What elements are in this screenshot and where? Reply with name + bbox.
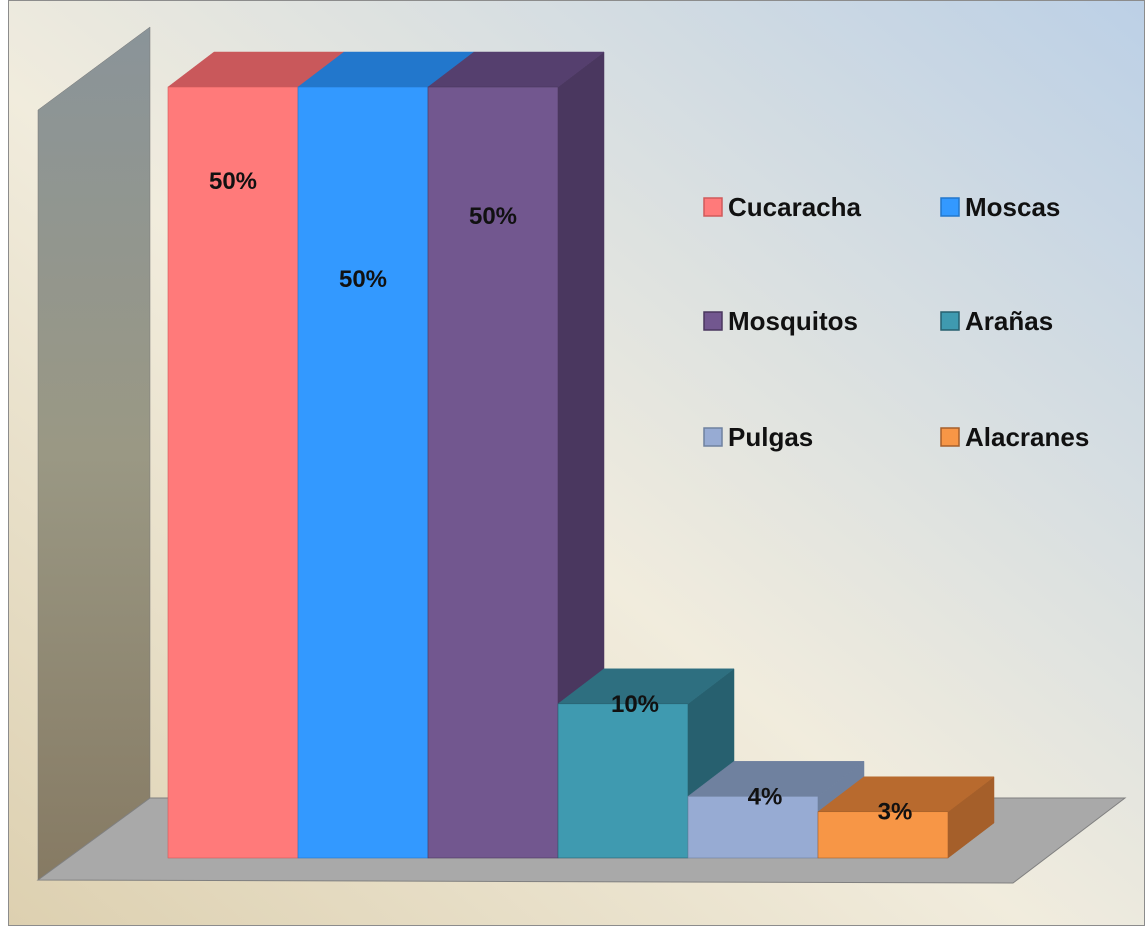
- legend-swatch: [703, 197, 723, 217]
- legend-swatch: [703, 311, 723, 331]
- legend-item: Cucaracha: [703, 192, 861, 222]
- legend-item: Moscas: [940, 192, 1060, 222]
- data-label: 4%: [748, 783, 783, 810]
- bar-front: [297, 86, 429, 859]
- data-label: 50%: [469, 203, 517, 230]
- bar-front: [427, 86, 559, 859]
- bars-group: 50% 50% 50% 10% 4% 3%: [167, 51, 995, 859]
- legend-label: Pulgas: [728, 422, 813, 452]
- data-label: 50%: [209, 168, 257, 195]
- data-label: 50%: [339, 266, 387, 293]
- legend-item: Alacranes: [940, 422, 1089, 452]
- legend-swatch: [940, 427, 960, 447]
- bar-front: [817, 811, 949, 859]
- legend-label: Arañas: [965, 306, 1053, 336]
- data-label: 3%: [878, 799, 913, 826]
- legend: Cucaracha Moscas Mosquitos Arañas Pulgas Alac…: [703, 192, 1089, 452]
- bar-mosquitos: [427, 51, 605, 859]
- legend-item: Pulgas: [703, 422, 813, 452]
- legend-swatch: [703, 427, 723, 447]
- legend-item: Mosquitos: [703, 306, 858, 336]
- bar-alacranes: [817, 776, 995, 859]
- legend-label: Alacranes: [965, 422, 1089, 452]
- bar-chart-3d: 50% 50% 50% 10% 4% 3% Cucaracha Moscas Mosquito…: [8, 0, 1145, 926]
- bar-front: [687, 796, 819, 859]
- legend-label: Mosquitos: [728, 306, 858, 336]
- bar-front: [557, 703, 689, 859]
- chart-area: 50% 50% 50% 10% 4% 3% Cucaracha Moscas Mosquito…: [8, 0, 1145, 927]
- bar-front: [167, 86, 299, 859]
- legend-item: Arañas: [940, 306, 1053, 336]
- left-wall: [37, 26, 151, 881]
- legend-swatch: [940, 311, 960, 331]
- legend-swatch: [940, 197, 960, 217]
- legend-label: Moscas: [965, 192, 1060, 222]
- legend-label: Cucaracha: [728, 192, 861, 222]
- data-label: 10%: [611, 691, 659, 718]
